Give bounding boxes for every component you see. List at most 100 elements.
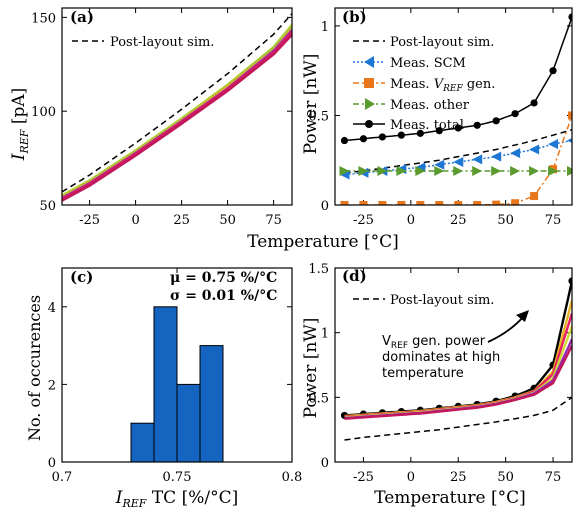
data-point <box>377 165 388 176</box>
panel-a-ylabel: IREF [pA] <box>9 88 31 162</box>
histogram-bar <box>199 345 224 463</box>
data-point <box>473 201 482 205</box>
legend-b-total: Meas. total <box>390 118 464 133</box>
x-tick-label: -25 <box>79 213 100 228</box>
data-point <box>529 144 540 155</box>
panel-d-label: (d) <box>342 267 367 285</box>
legend-vref-square-icon <box>364 78 374 88</box>
legend-b-vref: Meas. VREF gen. <box>390 77 495 94</box>
data-point <box>359 135 368 143</box>
data-point <box>416 129 424 137</box>
legend-b-post-layout: Post-layout sim. <box>390 35 494 50</box>
panel-d-series <box>340 277 572 441</box>
stats-sigma: σ = 0.01 %/°C <box>170 288 277 304</box>
data-point <box>568 13 572 21</box>
plot-frame <box>334 267 573 463</box>
panel-a-axes: -25 0 25 50 75 50 100 150 <box>31 8 292 228</box>
series-line <box>344 345 572 420</box>
x-tick-label: 50 <box>497 470 514 485</box>
data-point <box>397 201 406 205</box>
x-tick-label: -25 <box>353 470 374 485</box>
data-point <box>510 148 521 159</box>
histogram-bar <box>130 422 155 463</box>
series-line <box>62 25 292 198</box>
y-tick-label: 0 <box>321 456 329 471</box>
y-tick-label: 1 <box>321 20 329 35</box>
x-tick-label: 0 <box>131 213 139 228</box>
panel-b-axes: -25 0 25 50 75 0 0.5 1 <box>308 8 572 228</box>
data-point <box>568 111 572 120</box>
y-tick-label: 150 <box>31 11 56 26</box>
panel-a-legend: Post-layout sim. <box>72 35 214 50</box>
panel-b-legend: Post-layout sim. Meas. SCM Meas. VREF ge… <box>353 35 495 133</box>
data-point <box>548 139 559 150</box>
data-point <box>340 201 349 205</box>
data-point <box>568 277 572 285</box>
panel-c-bars <box>130 306 224 463</box>
data-point <box>529 165 540 176</box>
legend-b-other: Meas. other <box>390 98 470 113</box>
series-line <box>62 29 292 200</box>
data-point <box>510 165 521 176</box>
x-tick-label: -25 <box>353 213 374 228</box>
data-point <box>491 151 502 162</box>
panel-a: (a) Post-layout sim. IREF [pA] -25 0 25 50 7… <box>9 7 293 228</box>
x-tick-label: 50 <box>219 213 236 228</box>
y-tick-label: 0 <box>321 199 329 214</box>
annotation-line-2: dominates at high <box>382 350 500 365</box>
x-tick-label: 0.75 <box>163 470 192 485</box>
legend-post-layout-label: Post-layout sim. <box>110 35 214 50</box>
data-point <box>491 165 502 176</box>
plot-frame <box>61 267 293 463</box>
series-line-post-layout <box>62 13 292 193</box>
panel-b: (b) Power [nW] Post-layout sim. Meas. SC… <box>301 7 573 228</box>
data-point <box>492 117 500 125</box>
annotation-line-1: VREF gen. power <box>382 334 486 351</box>
series-line-post-layout <box>344 396 572 441</box>
annotation-arrowhead-icon <box>516 310 529 322</box>
panel-b-series <box>339 13 572 205</box>
x-tick-label: 0 <box>407 470 415 485</box>
y-tick-label: 4 <box>48 301 56 316</box>
panel-c-axes: 0.7 0.75 0.8 0 2 4 <box>48 268 302 485</box>
top-row-xlabel: Temperature [°C] <box>247 232 399 252</box>
panel-d: (d) Post-layout sim. VREF gen. power dom… <box>301 262 573 508</box>
x-tick-label: 75 <box>545 470 562 485</box>
legend-d-post-layout: Post-layout sim. <box>390 293 494 308</box>
data-point <box>453 157 464 168</box>
y-tick-label: 50 <box>39 199 56 214</box>
plot-frame <box>61 7 293 206</box>
legend-other-triangle-icon <box>365 98 375 110</box>
legend-total-circle-icon <box>365 120 373 128</box>
data-point <box>339 165 350 176</box>
series-line <box>62 27 292 199</box>
y-tick-label: 1 <box>321 327 329 342</box>
series-line <box>62 33 292 202</box>
panel-c-ylabel: No. of occurences <box>25 295 44 441</box>
y-tick-label: 0.5 <box>308 109 329 124</box>
panel-d-legend: Post-layout sim. <box>353 293 494 308</box>
x-tick-label: 75 <box>545 213 562 228</box>
data-point <box>473 121 481 129</box>
legend-scm-triangle-icon <box>364 56 374 68</box>
data-point <box>472 154 483 165</box>
stats-mu: μ = 0.75 %/°C <box>170 270 277 286</box>
data-point <box>416 201 425 205</box>
data-point <box>378 133 386 141</box>
y-tick-label: 0.5 <box>308 391 329 406</box>
data-point <box>472 165 483 176</box>
y-tick-label: 2 <box>48 378 56 393</box>
data-point <box>511 199 520 205</box>
x-tick-label: 75 <box>265 213 282 228</box>
histogram-bar <box>176 383 201 463</box>
panel-d-annotation: VREF gen. power dominates at high temper… <box>382 310 529 381</box>
panel-b-label: (b) <box>342 8 367 26</box>
data-point <box>340 136 349 145</box>
data-point <box>359 201 368 205</box>
data-point <box>548 165 559 176</box>
y-tick-label: 100 <box>31 105 56 120</box>
plot-frame <box>334 7 573 206</box>
panel-a-series <box>62 13 292 202</box>
x-tick-label: 50 <box>497 213 514 228</box>
